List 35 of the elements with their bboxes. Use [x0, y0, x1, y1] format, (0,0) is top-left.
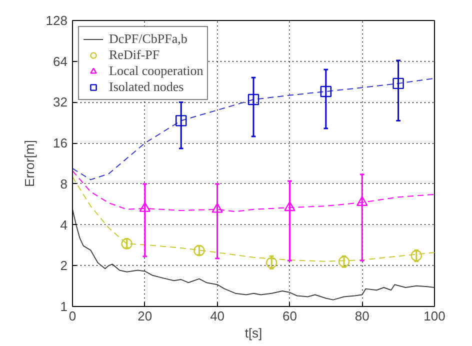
point: [356, 196, 368, 206]
point: [248, 94, 260, 106]
y-tick-label: 2: [60, 258, 68, 274]
x-axis-title: t[s]: [244, 326, 262, 340]
point: [121, 238, 132, 250]
point: [392, 78, 404, 90]
point: [176, 115, 187, 126]
point: [266, 257, 278, 268]
y-axis-title: Error[m]: [22, 140, 37, 187]
y-tick-label: 32: [53, 94, 68, 110]
point: [212, 202, 223, 213]
legend-label: Local cooperation: [109, 63, 204, 79]
x-tick-label: 20: [138, 308, 152, 324]
legend-label: Isolated nodes: [109, 79, 184, 95]
point: [338, 256, 350, 268]
point: [194, 245, 205, 256]
point: [320, 86, 332, 98]
x-tick-label: 60: [282, 308, 297, 324]
y-tick-label: 1: [60, 299, 68, 314]
x-tick-label: 100: [424, 308, 446, 324]
x-tick-label: 0: [68, 308, 76, 324]
x-tick-label: 40: [210, 308, 225, 324]
line-series: [72, 78, 434, 180]
x-tick-label: 80: [354, 308, 370, 324]
y-tick-label: 4: [60, 217, 68, 232]
line-series: [72, 208, 434, 300]
y-tick-label: 128: [46, 13, 68, 28]
y-tick-label: 8: [60, 176, 68, 192]
legend-label: DcPF/CbPFa,b: [109, 31, 188, 47]
y-tick-label: 64: [53, 54, 68, 69]
point: [139, 202, 150, 212]
legend-label: ReDif-PF: [109, 47, 160, 63]
point: [410, 250, 422, 262]
point: [284, 201, 296, 212]
y-tick-label: 16: [53, 136, 68, 151]
